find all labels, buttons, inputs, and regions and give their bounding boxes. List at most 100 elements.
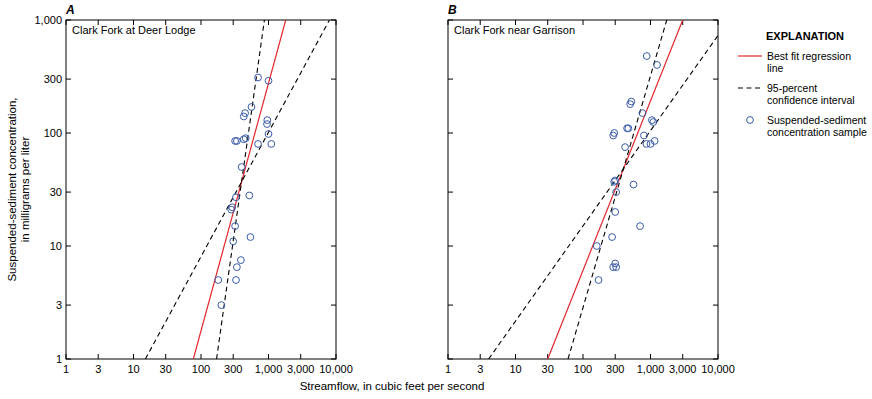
x-tick-label: 10 xyxy=(509,363,521,375)
sample-point xyxy=(237,257,244,264)
text-line: Suspended-sediment xyxy=(767,114,866,126)
y-tick-label: 30 xyxy=(50,186,62,198)
panel-subtitle: Clark Fork near Garrison xyxy=(454,24,575,36)
sample-point xyxy=(609,234,616,241)
sample-point xyxy=(622,144,629,151)
sample-point xyxy=(232,223,239,230)
x-tick xyxy=(233,20,234,25)
sample-point xyxy=(641,132,648,139)
x-tick-label: 30 xyxy=(160,363,172,375)
sample-point xyxy=(215,277,222,284)
x-tick xyxy=(268,20,269,25)
y-tick xyxy=(713,20,718,21)
y-tick-label: 100 xyxy=(44,127,62,139)
y-tick xyxy=(448,133,453,134)
sample-point xyxy=(248,104,255,111)
y-tick xyxy=(448,246,453,247)
x-tick-label: 1 xyxy=(445,363,451,375)
confidence-line xyxy=(489,35,718,359)
x-tick xyxy=(66,354,67,359)
x-tick xyxy=(66,20,67,25)
sample-point xyxy=(613,189,620,196)
confidence-line xyxy=(145,20,329,359)
text-line: Best fit regression xyxy=(767,50,851,62)
plot-frame xyxy=(448,20,718,359)
sample-point xyxy=(265,131,272,138)
panel-subtitle: Clark Fork at Deer Lodge xyxy=(72,24,196,36)
sample-point xyxy=(639,110,646,117)
x-tick xyxy=(650,20,651,25)
y-tick xyxy=(448,359,453,360)
sample-point xyxy=(650,119,657,126)
confidence-line xyxy=(568,20,667,359)
text-line: in milligrams per liter xyxy=(19,137,31,243)
sample-point xyxy=(218,302,225,309)
x-tick xyxy=(718,20,719,25)
legend: EXPLANATION Best fit regressionline 95-per… xyxy=(738,30,867,138)
sample-point xyxy=(625,125,632,132)
legend-label: Best fit regressionline xyxy=(767,50,851,74)
text-line: confidence interval xyxy=(767,94,855,106)
sample-point xyxy=(651,138,658,145)
legend-symbol xyxy=(738,55,762,56)
x-tick xyxy=(233,354,234,359)
regression-line xyxy=(193,20,285,359)
y-tick xyxy=(66,359,71,360)
y-tick xyxy=(713,246,718,247)
x-tick-label: 1 xyxy=(63,363,69,375)
sample-point xyxy=(611,130,618,137)
panel: 1310301003001,0003,00010,000BClark Fork … xyxy=(445,3,735,375)
sample-point xyxy=(238,164,245,171)
x-tick-label: 10,000 xyxy=(701,363,735,375)
x-tick xyxy=(268,354,269,359)
x-tick-label: 3 xyxy=(95,363,101,375)
sample-point xyxy=(233,277,240,284)
sample-point xyxy=(654,62,661,69)
sample-point xyxy=(247,234,254,241)
y-tick xyxy=(66,20,71,21)
panel: 1310301003001,0003,00010,000131030100300… xyxy=(6,3,484,392)
sample-point xyxy=(637,223,644,230)
y-tick-label: 3 xyxy=(56,299,62,311)
text-line: 95-percent xyxy=(767,82,817,94)
x-tick xyxy=(300,20,301,25)
x-tick xyxy=(448,354,449,359)
x-tick xyxy=(682,354,683,359)
sample-point xyxy=(240,113,247,120)
x-tick-label: 100 xyxy=(574,363,592,375)
confidence-line xyxy=(217,20,265,359)
x-tick xyxy=(201,20,202,25)
y-tick xyxy=(713,133,718,134)
sample-point xyxy=(233,138,240,145)
sample-point xyxy=(610,264,617,271)
y-tick xyxy=(713,359,718,360)
sample-point xyxy=(264,121,271,128)
x-tick xyxy=(615,20,616,25)
x-tick xyxy=(515,354,516,359)
y-tick-label: 1,000 xyxy=(34,14,62,26)
sample-point xyxy=(233,264,240,271)
x-tick xyxy=(336,354,337,359)
x-tick-label: 3 xyxy=(477,363,483,375)
x-tick xyxy=(448,20,449,25)
y-tick xyxy=(331,79,336,80)
sample-point xyxy=(612,209,619,216)
y-tick xyxy=(448,79,453,80)
sample-point xyxy=(233,194,240,201)
y-tick xyxy=(331,133,336,134)
sample-point xyxy=(630,181,637,188)
legend-symbol xyxy=(738,87,762,88)
legend-title: EXPLANATION xyxy=(766,30,844,42)
legend-symbol xyxy=(747,117,754,124)
regression-line xyxy=(548,20,683,359)
sample-point xyxy=(242,135,249,142)
sample-point xyxy=(246,192,253,199)
x-tick xyxy=(201,354,202,359)
x-tick xyxy=(583,354,584,359)
y-tick xyxy=(448,192,453,193)
y-tick-label: 300 xyxy=(44,73,62,85)
sample-point xyxy=(255,141,262,148)
y-tick xyxy=(713,305,718,306)
plot-frame xyxy=(66,20,336,359)
y-tick xyxy=(448,20,453,21)
